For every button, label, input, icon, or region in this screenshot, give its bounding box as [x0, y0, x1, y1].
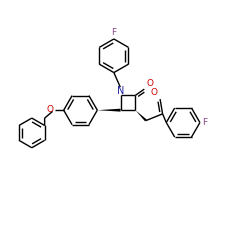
Text: F: F	[111, 28, 116, 37]
Polygon shape	[136, 110, 147, 122]
Text: O: O	[150, 88, 157, 97]
Polygon shape	[97, 109, 120, 112]
Text: F: F	[202, 118, 207, 127]
Text: N: N	[117, 86, 124, 96]
Text: O: O	[47, 105, 54, 114]
Text: O: O	[146, 79, 153, 88]
